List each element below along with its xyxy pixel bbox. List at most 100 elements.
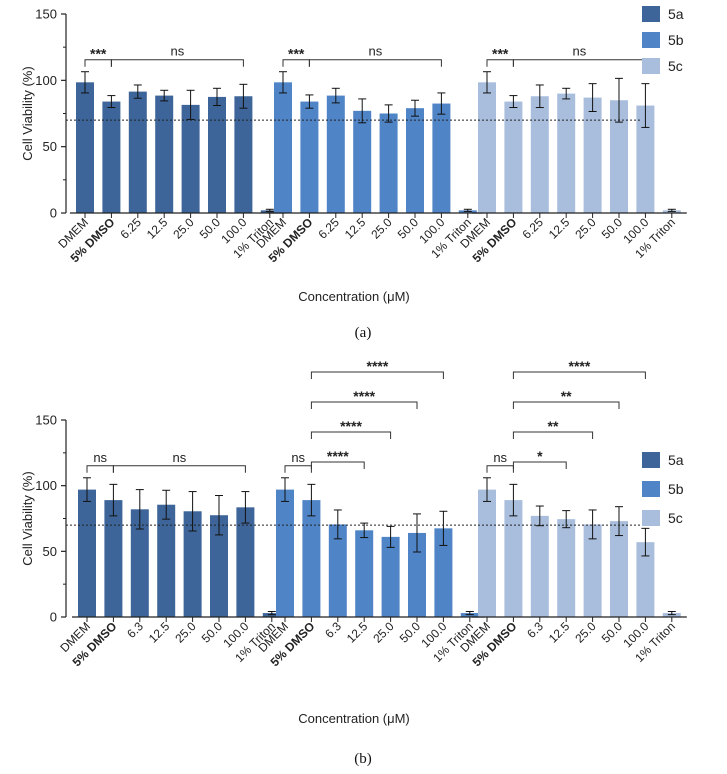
bar	[181, 104, 200, 213]
bar	[78, 489, 96, 617]
series-5c	[478, 71, 681, 213]
bar	[302, 500, 321, 617]
panel-caption: (b)	[354, 751, 372, 767]
significance-label: ****	[340, 418, 362, 434]
bar	[557, 519, 576, 617]
bar	[157, 504, 176, 617]
x-tick-label: 6.25	[118, 215, 145, 242]
x-tick-label: 25.0	[170, 215, 197, 242]
bar	[128, 91, 147, 213]
y-axis-label: Cell Viability (%)	[20, 66, 35, 160]
bar	[300, 101, 319, 213]
x-tick-label: 6.25	[316, 215, 343, 242]
legend-swatch-5b	[642, 481, 660, 497]
y-tick-label: 100	[35, 73, 57, 88]
bar	[355, 530, 374, 617]
bar	[276, 489, 294, 617]
significance-label: **	[561, 388, 572, 404]
significance-label: ****	[569, 358, 591, 374]
legend-swatch-5c	[642, 510, 660, 526]
legend-swatch-5c	[642, 58, 660, 74]
bar	[234, 96, 253, 213]
x-axis-label: Concentration (μM)	[298, 289, 410, 304]
significance-label: **	[548, 418, 559, 434]
significance-bracket	[512, 431, 594, 440]
significance-label: ns	[493, 450, 507, 465]
significance-bracket	[512, 401, 620, 410]
y-tick-label: 50	[43, 139, 57, 154]
x-tick-label: 25.0	[370, 619, 397, 646]
y-tick-label: 50	[43, 544, 57, 559]
x-tick-label: 25.0	[368, 215, 395, 242]
bar	[210, 515, 228, 617]
bar	[183, 511, 202, 617]
significance-bracket	[86, 465, 114, 473]
series-5c	[478, 477, 681, 617]
significance-label: ****	[327, 448, 349, 464]
series-5a	[78, 477, 281, 617]
bar	[636, 105, 655, 213]
series-5b	[276, 477, 479, 617]
panel-caption: (a)	[355, 325, 372, 341]
y-tick-label: 150	[35, 7, 57, 22]
legend-swatch-5b	[642, 32, 660, 48]
bar	[557, 93, 576, 213]
significance-bracket	[310, 461, 365, 470]
significance-bracket	[112, 465, 246, 473]
legend-label-5a: 5a	[668, 452, 684, 468]
significance-label: ns	[171, 44, 185, 59]
significance-label: *	[537, 448, 543, 464]
bar	[76, 82, 94, 213]
legend-swatch-5a	[642, 6, 660, 22]
bar	[406, 108, 424, 213]
significance-label: ***	[90, 46, 107, 62]
significance-bracket	[308, 59, 442, 67]
significance-bracket	[512, 461, 567, 470]
x-tick-label: 6.3	[322, 619, 344, 641]
significance-label: ns	[291, 450, 305, 465]
x-tick-label: 12.5	[546, 215, 573, 242]
series-5a	[76, 71, 279, 213]
x-tick-label: 25.0	[572, 619, 599, 646]
significance-label: ns	[573, 44, 587, 59]
legend-label-5b: 5b	[668, 32, 684, 48]
bar	[274, 82, 292, 213]
bar	[130, 509, 149, 617]
x-axis-label: Concentration (μM)	[298, 711, 410, 726]
bar	[408, 532, 426, 617]
bar	[432, 103, 451, 213]
significance-bracket	[310, 401, 418, 410]
legend-swatch-5a	[642, 452, 660, 468]
significance-bracket	[486, 465, 514, 473]
significance-label: ns	[93, 450, 107, 465]
significance-label: ****	[353, 388, 375, 404]
bar	[478, 82, 496, 213]
significance-label: ****	[367, 358, 389, 374]
x-tick-label: 25.0	[172, 619, 199, 646]
significance-bracket	[310, 431, 392, 440]
significance-bracket	[512, 371, 646, 380]
x-tick-label: 12.5	[146, 619, 173, 646]
y-tick-label: 100	[35, 478, 57, 493]
legend-label-5a: 5a	[668, 6, 684, 22]
significance-bracket	[110, 59, 244, 67]
bar	[504, 500, 523, 617]
significance-label: ns	[173, 450, 187, 465]
legend-label-5b: 5b	[668, 481, 684, 497]
legend-label-5c: 5c	[668, 58, 683, 74]
bar	[379, 113, 398, 213]
x-tick-label: 12.5	[144, 215, 171, 242]
y-tick-label: 0	[50, 206, 57, 221]
bar	[434, 528, 453, 617]
bar	[326, 95, 345, 213]
bar	[610, 100, 628, 213]
y-tick-label: 150	[35, 413, 57, 428]
bar	[478, 489, 496, 617]
bar	[328, 524, 347, 617]
significance-label: ***	[288, 46, 305, 62]
bar	[610, 521, 628, 617]
bar	[236, 507, 255, 617]
